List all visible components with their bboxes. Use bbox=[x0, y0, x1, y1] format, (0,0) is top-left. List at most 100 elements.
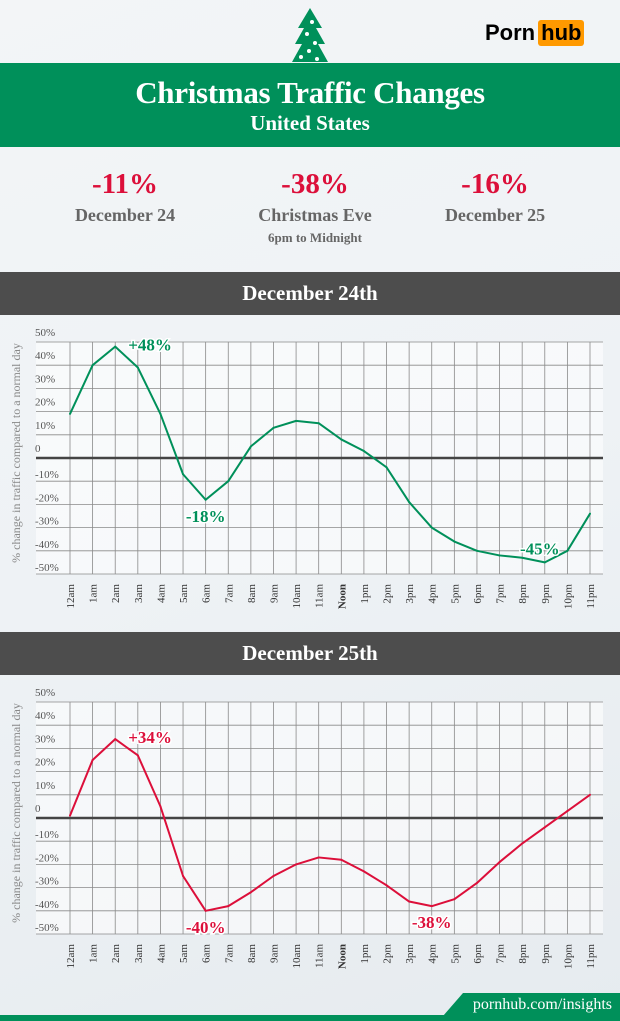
series-line bbox=[69, 345, 591, 564]
chart-dec24: 50% 40% 30% 20% 10% 0 -10% -20% -30% -40% -50% 12am… bbox=[9, 327, 603, 610]
page-title: Christmas Traffic Changes bbox=[135, 75, 485, 110]
x-tick-label: 2am bbox=[110, 584, 122, 603]
data-point bbox=[362, 870, 365, 873]
y-tick-label: 0 bbox=[35, 803, 41, 815]
x-tick-label: 6pm bbox=[472, 944, 484, 964]
x-tick-label: 5pm bbox=[449, 944, 461, 964]
x-tick-label: 6am bbox=[201, 584, 213, 603]
x-tick-label: 3am bbox=[133, 944, 145, 963]
x-tick-label: 2pm bbox=[382, 944, 394, 964]
data-point bbox=[204, 909, 207, 912]
y-tick-label: -20% bbox=[35, 492, 59, 504]
data-point bbox=[114, 738, 117, 741]
y-tick-label: 0 bbox=[35, 443, 41, 455]
y-axis-label: % change in traffic compared to a normal… bbox=[9, 703, 23, 923]
x-tick-label: 8am bbox=[246, 584, 258, 603]
chart-dec25: 50% 40% 30% 20% 10% 0 -10% -20% -30% -40% -50% 12am… bbox=[9, 687, 603, 969]
data-point bbox=[272, 426, 275, 429]
stat-value: -38% bbox=[281, 168, 349, 200]
footer-link[interactable]: pornhub.com/insights bbox=[443, 993, 620, 1016]
x-tick-label: 11am bbox=[314, 944, 326, 968]
x-tick-label: Noon bbox=[336, 584, 348, 609]
x-tick-label: 4pm bbox=[427, 944, 439, 964]
data-point bbox=[566, 810, 569, 813]
x-tick-label: 1pm bbox=[359, 584, 371, 604]
x-tick-label: 10am bbox=[291, 584, 303, 609]
data-point bbox=[340, 438, 343, 441]
y-tick-label: -20% bbox=[35, 852, 59, 864]
data-point bbox=[521, 842, 524, 845]
footer-bar bbox=[0, 1015, 620, 1021]
x-tick-label: 2pm bbox=[382, 584, 394, 604]
x-tick-label: 4am bbox=[155, 584, 167, 603]
y-tick-label: 50% bbox=[35, 687, 55, 699]
x-tick-label: 11pm bbox=[585, 584, 597, 609]
x-tick-label: 7pm bbox=[495, 944, 507, 964]
series-line bbox=[69, 738, 591, 912]
logo-text-right: hub bbox=[538, 20, 585, 46]
x-tick-label: 4am bbox=[155, 944, 167, 963]
stat-sublabel: 6pm to Midnight bbox=[268, 230, 362, 245]
y-tick-label: 30% bbox=[35, 373, 55, 385]
data-point bbox=[249, 891, 252, 894]
stat-label: December 25 bbox=[444, 205, 546, 225]
x-tick-label: 10pm bbox=[562, 584, 574, 610]
x-tick-label: 3pm bbox=[404, 944, 416, 964]
data-point bbox=[430, 526, 433, 529]
data-point bbox=[498, 554, 501, 557]
x-tick-label: 1am bbox=[88, 944, 100, 963]
data-point bbox=[475, 549, 478, 552]
x-tick-label: 5am bbox=[178, 944, 190, 963]
data-label: +34% bbox=[128, 728, 172, 747]
y-tick-label: -50% bbox=[35, 562, 59, 574]
data-point bbox=[159, 412, 162, 415]
data-label: -45% bbox=[520, 539, 560, 558]
y-tick-label: 50% bbox=[35, 327, 55, 339]
data-point bbox=[589, 793, 591, 796]
data-point bbox=[69, 814, 71, 817]
x-tick-label: 9pm bbox=[540, 944, 552, 964]
x-tick-label: 2am bbox=[110, 944, 122, 963]
x-tick-label: 5am bbox=[178, 584, 190, 603]
x-tick-label: 1am bbox=[88, 584, 100, 603]
section-header-dec24: December 24th bbox=[0, 272, 620, 315]
stat-label: Christmas Eve bbox=[258, 205, 372, 225]
data-point bbox=[317, 856, 320, 859]
y-axis-label: % change in traffic compared to a normal… bbox=[9, 343, 23, 563]
data-point bbox=[521, 556, 524, 559]
x-tick-label: 4pm bbox=[427, 584, 439, 604]
x-tick-label: 5pm bbox=[449, 584, 461, 604]
stat-dec25: -16% December 25 bbox=[395, 168, 595, 226]
data-point bbox=[272, 875, 275, 877]
x-tick-label: 7am bbox=[223, 584, 235, 603]
y-tick-label: -40% bbox=[35, 539, 59, 551]
x-tick-label: 10am bbox=[291, 944, 303, 969]
stat-dec24: -11% December 24 bbox=[25, 168, 225, 226]
y-tick-label: 10% bbox=[35, 420, 55, 432]
stat-value: -16% bbox=[461, 168, 529, 200]
data-label: -18% bbox=[186, 507, 226, 526]
x-tick-label: 1pm bbox=[359, 944, 371, 964]
x-tick-label: 8pm bbox=[517, 944, 529, 964]
data-point bbox=[182, 473, 185, 476]
title-banner: Christmas Traffic Changes United States bbox=[0, 63, 620, 147]
y-tick-label: 10% bbox=[35, 780, 55, 792]
christmas-tree-icon bbox=[292, 8, 328, 62]
data-point bbox=[91, 759, 94, 761]
data-point bbox=[204, 498, 207, 501]
data-point bbox=[159, 805, 162, 808]
stat-value: -11% bbox=[91, 168, 159, 200]
x-tick-label: 7pm bbox=[495, 584, 507, 604]
pornhub-logo: Porn hub bbox=[485, 20, 585, 46]
data-point bbox=[295, 863, 298, 866]
page-subtitle: United States bbox=[250, 111, 370, 135]
data-point bbox=[430, 905, 433, 908]
x-tick-label: 8am bbox=[246, 944, 258, 963]
y-tick-label: -30% bbox=[35, 876, 59, 888]
data-point bbox=[317, 422, 320, 425]
x-tick-label: 9pm bbox=[540, 584, 552, 604]
logo-text-left: Porn bbox=[485, 20, 536, 45]
data-point bbox=[136, 366, 139, 369]
x-tick-label: 12am bbox=[65, 584, 77, 609]
y-tick-label: 40% bbox=[35, 710, 55, 722]
